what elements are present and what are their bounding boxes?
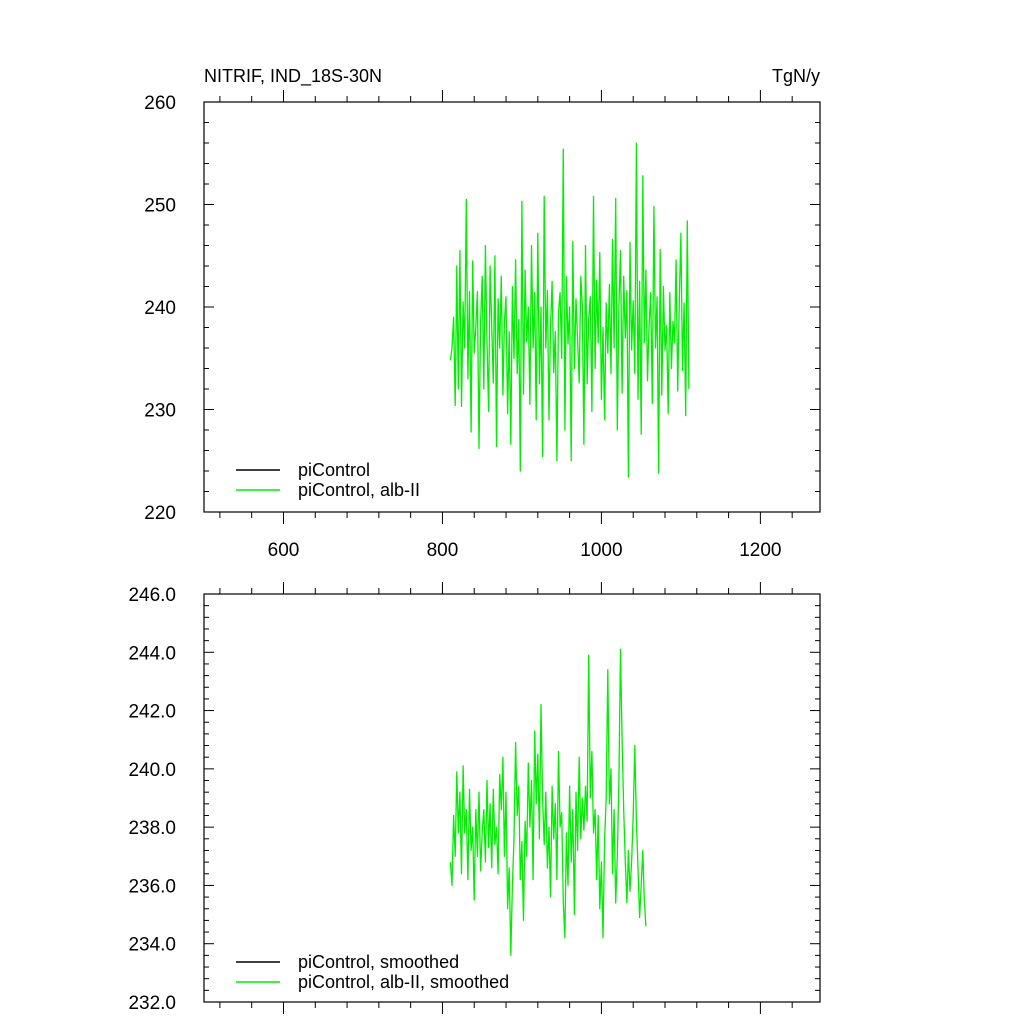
y-tick-label: 236.0 bbox=[128, 876, 176, 897]
top-panel-frame bbox=[203, 101, 821, 513]
y-tick-label: 238.0 bbox=[128, 818, 176, 839]
legend-label: piControl bbox=[298, 460, 370, 480]
x-tick-label: 1200 bbox=[739, 540, 781, 561]
legend-label: piControl, alb-II bbox=[298, 480, 420, 500]
x-tick-label: 600 bbox=[268, 540, 300, 561]
y-tick-label: 240.0 bbox=[128, 760, 176, 781]
y-tick-label: 240 bbox=[144, 298, 176, 319]
y-tick-label: 250 bbox=[144, 196, 176, 217]
top-panel-title-left: NITRIF, IND_18S-30N bbox=[204, 66, 382, 87]
series-line-1 bbox=[449, 648, 647, 957]
bottom-panel: 232.0 234.0 236.0 238.0 240.0 242.0 244.0 246.0… bbox=[128, 582, 821, 1014]
y-tick-label: 244.0 bbox=[128, 643, 176, 664]
bottom-panel-ticks: 232.0 234.0 236.0 238.0 240.0 242.0 244.0 246.0 bbox=[128, 582, 820, 1014]
y-tick-label: 232.0 bbox=[128, 993, 176, 1014]
y-tick-label: 246.0 bbox=[128, 585, 176, 606]
y-tick-label: 242.0 bbox=[128, 702, 176, 723]
x-tick-label: 800 bbox=[427, 540, 459, 561]
top-panel-ticks: 220 230 240 250 260 600 800 1000 1200 bbox=[144, 90, 820, 561]
y-tick-label: 234.0 bbox=[128, 935, 176, 956]
series-line-1 bbox=[449, 142, 690, 478]
top-panel-series bbox=[449, 142, 690, 478]
top-panel: NITRIF, IND_18S-30N TgN/y 220 230 240 250 26… bbox=[144, 66, 821, 561]
top-panel-title-right: TgN/y bbox=[772, 66, 820, 86]
legend-label: piControl, alb-II, smoothed bbox=[298, 972, 509, 992]
x-tick-label: 1000 bbox=[580, 540, 622, 561]
y-tick-label: 230 bbox=[144, 401, 176, 422]
bottom-panel-frame bbox=[203, 593, 821, 1003]
y-tick-label: 220 bbox=[144, 503, 176, 524]
y-tick-label: 260 bbox=[144, 93, 176, 114]
legend-label: piControl, smoothed bbox=[298, 952, 459, 972]
bottom-panel-series bbox=[449, 648, 647, 957]
